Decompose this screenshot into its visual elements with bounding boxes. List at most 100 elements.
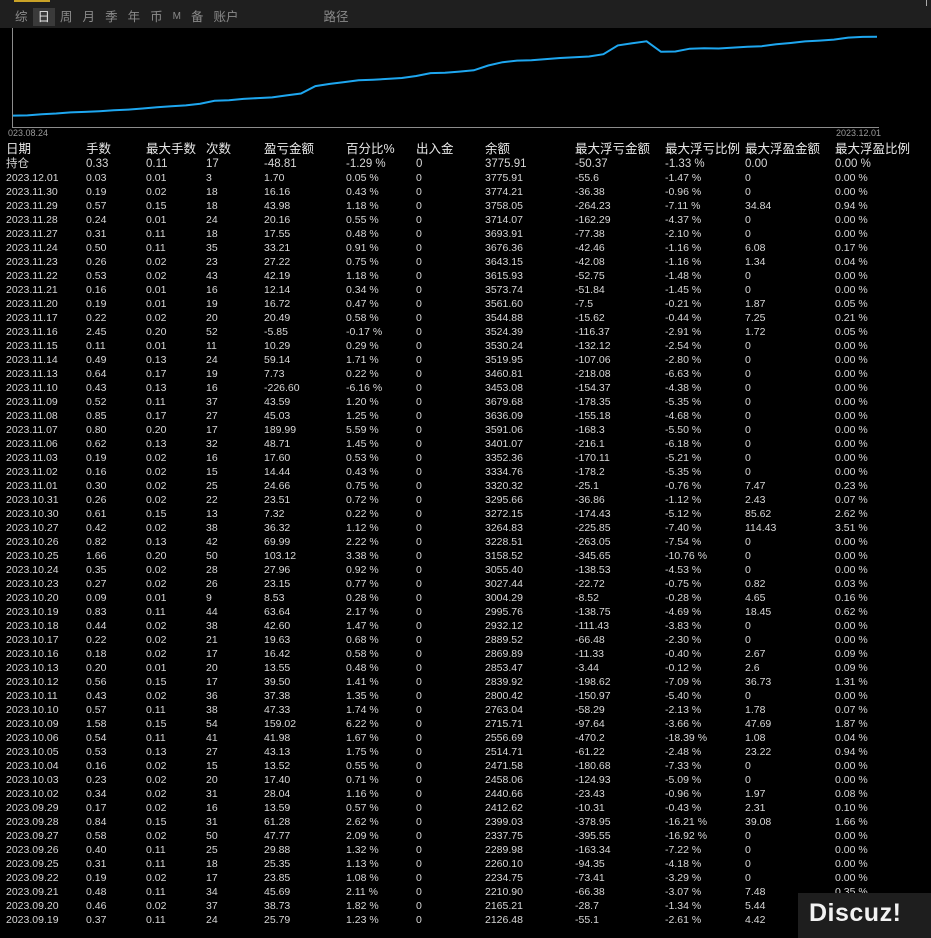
table-cell: 0.11 — [146, 914, 166, 926]
column-header[interactable]: 盈亏金额 — [264, 142, 315, 156]
table-row[interactable]: 2023.11.23 0.26 0.02 23 27.22 0.75 % 0 3643.15 -… — [0, 255, 931, 269]
table-cell: -162.29 — [575, 214, 611, 226]
table-row[interactable]: 2023.11.07 0.80 0.20 17 189.99 5.59 % 0 3591.06… — [0, 423, 931, 437]
table-row[interactable]: 2023.10.12 0.56 0.15 17 39.50 1.41 % 0 2839.92 -… — [0, 675, 931, 689]
tab-6[interactable]: 币 — [150, 10, 163, 24]
table-row[interactable]: 2023.11.27 0.31 0.11 18 17.55 0.48 % 0 3693.91 -… — [0, 227, 931, 241]
table-row[interactable]: 2023.09.27 0.58 0.02 50 47.77 2.09 % 0 2337.75 -… — [0, 829, 931, 843]
table-row[interactable]: 2023.10.20 0.09 0.01 9 8.53 0.28 % 0 3004.29 -8.… — [0, 591, 931, 605]
tab-7[interactable]: M — [172, 11, 181, 22]
table-row[interactable]: 2023.11.17 0.22 0.02 20 20.49 0.58 % 0 3544.88 -… — [0, 311, 931, 325]
table-cell: 1.71 % — [346, 354, 379, 366]
table-row[interactable]: 2023.10.11 0.43 0.02 36 37.38 1.35 % 0 2800.42 -… — [0, 689, 931, 703]
table-cell: 52 — [206, 326, 218, 338]
column-header[interactable]: 最大浮盈金额 — [745, 142, 821, 156]
table-row[interactable]: 2023.10.25 1.66 0.20 50 103.12 3.38 % 0 3158.52… — [0, 549, 931, 563]
table-row[interactable]: 2023.09.29 0.17 0.02 16 13.59 0.57 % 0 2412.62 -… — [0, 801, 931, 815]
table-row[interactable]: 2023.10.16 0.18 0.02 17 16.42 0.58 % 0 2869.89 -… — [0, 647, 931, 661]
table-row[interactable]: 2023.11.29 0.57 0.15 18 43.98 1.18 % 0 3758.05 -… — [0, 199, 931, 213]
tab-10[interactable]: 路径 — [323, 10, 349, 24]
tab-2[interactable]: 周 — [60, 10, 73, 24]
table-row[interactable]: 2023.10.31 0.26 0.02 22 23.51 0.72 % 0 3295.66 -… — [0, 493, 931, 507]
table-row[interactable]: 2023.10.04 0.16 0.02 15 13.52 0.55 % 0 2471.58 -… — [0, 759, 931, 773]
table-row[interactable]: 2023.11.28 0.24 0.01 24 20.16 0.55 % 0 3714.07 -… — [0, 213, 931, 227]
table-row[interactable]: 2023.10.18 0.44 0.02 38 42.60 1.47 % 0 2932.12 -… — [0, 619, 931, 633]
holding-row[interactable]: 持仓 0.33 0.11 17 -48.81 -1.29 % 0 3775.91 -50.37 -… — [0, 157, 931, 171]
column-header[interactable]: 出入金 — [416, 142, 454, 156]
table-cell: -0.21 % — [665, 298, 702, 310]
table-row[interactable]: 2023.11.16 2.45 0.20 52 -5.85 -0.17 % 0 3524.39… — [0, 325, 931, 339]
table-row[interactable]: 2023.10.30 0.61 0.15 13 7.32 0.22 % 0 3272.15 -1… — [0, 507, 931, 521]
table-row[interactable]: 2023.10.02 0.34 0.02 31 28.04 1.16 % 0 2440.66 -… — [0, 787, 931, 801]
table-cell: 0.20 — [146, 424, 167, 436]
table-cell: 17 — [206, 872, 218, 884]
table-row[interactable]: 2023.10.05 0.53 0.13 27 43.13 1.75 % 0 2514.71 -… — [0, 745, 931, 759]
table-row[interactable]: 2023.10.23 0.27 0.02 26 23.15 0.77 % 0 3027.44 -… — [0, 577, 931, 591]
table-row[interactable]: 2023.11.22 0.53 0.02 43 42.19 1.18 % 0 3615.93 -… — [0, 269, 931, 283]
table-row[interactable]: 2023.11.01 0.30 0.02 25 24.66 0.75 % 0 3320.32 -… — [0, 479, 931, 493]
table-row[interactable]: 2023.10.06 0.54 0.11 41 41.98 1.67 % 0 2556.69 -… — [0, 731, 931, 745]
table-row[interactable]: 2023.11.13 0.64 0.17 19 7.73 0.22 % 0 3460.81 -2… — [0, 367, 931, 381]
table-row[interactable]: 2023.11.20 0.19 0.01 19 16.72 0.47 % 0 3561.60 -… — [0, 297, 931, 311]
table-row[interactable]: 2023.10.17 0.22 0.02 21 19.63 0.68 % 0 2889.52 -… — [0, 633, 931, 647]
table-row[interactable]: 2023.09.28 0.84 0.15 31 61.28 2.62 % 0 2399.03 -… — [0, 815, 931, 829]
table-row[interactable]: 2023.10.13 0.20 0.01 20 13.55 0.48 % 0 2853.47 -… — [0, 661, 931, 675]
tab-0[interactable]: 综 — [15, 10, 28, 24]
tab-5[interactable]: 年 — [127, 10, 141, 24]
column-header[interactable]: 手数 — [86, 142, 112, 156]
table-cell: 18.45 — [745, 606, 772, 618]
table-row[interactable]: 2023.10.24 0.35 0.02 28 27.96 0.92 % 0 3055.40 -… — [0, 563, 931, 577]
table-row[interactable]: 2023.11.14 0.49 0.13 24 59.14 1.71 % 0 3519.95 -… — [0, 353, 931, 367]
table-cell: 2023.09.20 — [6, 900, 59, 912]
table-cell: 3615.93 — [485, 270, 523, 282]
table-row[interactable]: 2023.11.02 0.16 0.02 15 14.44 0.43 % 0 3334.76 -… — [0, 465, 931, 479]
tab-3[interactable]: 月 — [82, 10, 96, 24]
table-cell: 0 — [416, 690, 422, 702]
column-header[interactable]: 最大浮亏金额 — [575, 142, 651, 156]
table-cell: 3401.07 — [485, 438, 523, 450]
table-row[interactable]: 2023.09.21 0.48 0.11 34 45.69 2.11 % 0 2210.90 -… — [0, 885, 931, 899]
table-row[interactable]: 2023.11.09 0.52 0.11 37 43.59 1.20 % 0 3679.68 -… — [0, 395, 931, 409]
table-cell: 0.26 — [86, 494, 107, 506]
table-row[interactable]: 2023.10.10 0.57 0.11 38 47.33 1.74 % 0 2763.04 -… — [0, 703, 931, 717]
column-header[interactable]: 日期 — [6, 142, 32, 156]
table-row[interactable]: 2023.11.08 0.85 0.17 27 45.03 1.25 % 0 3636.09 -… — [0, 409, 931, 423]
table-cell: 17.40 — [264, 774, 291, 786]
table-row[interactable]: 2023.09.20 0.46 0.02 37 38.73 1.82 % 0 2165.21 -… — [0, 899, 931, 913]
table-row[interactable]: 2023.09.26 0.40 0.11 25 29.88 1.32 % 0 2289.98 -… — [0, 843, 931, 857]
tab-9[interactable]: 账户 — [213, 10, 239, 24]
table-row[interactable]: 2023.10.09 1.58 0.15 54 159.02 6.22 % 0 2715.71… — [0, 717, 931, 731]
table-cell: 0 — [745, 452, 751, 464]
table-cell: 0.05 % — [346, 172, 379, 184]
table-row[interactable]: 2023.12.01 0.03 0.01 3 1.70 0.05 % 0 3775.91 -55… — [0, 171, 931, 185]
column-header[interactable]: 最大浮亏比例 — [665, 142, 741, 156]
table-row[interactable]: 2023.11.24 0.50 0.11 35 33.21 0.91 % 0 3676.36 -… — [0, 241, 931, 255]
column-header[interactable]: 次数 — [206, 142, 232, 156]
table-row[interactable]: 2023.11.03 0.19 0.02 16 17.60 0.53 % 0 3352.36 -… — [0, 451, 931, 465]
table-row[interactable]: 2023.09.22 0.19 0.02 17 23.85 1.08 % 0 2234.75 -… — [0, 871, 931, 885]
tab-8[interactable]: 备 — [190, 10, 204, 24]
table-cell: 3.38 % — [346, 550, 379, 562]
tab-4[interactable]: 季 — [105, 10, 118, 24]
column-header[interactable]: 最大手数 — [146, 142, 197, 156]
table-row[interactable]: 2023.10.19 0.83 0.11 44 63.64 2.17 % 0 2995.76 -… — [0, 605, 931, 619]
column-header[interactable]: 百分比% — [346, 142, 395, 156]
table-cell: 0 — [416, 900, 422, 912]
table-cell: 0 — [416, 522, 422, 534]
table-row[interactable]: 2023.09.25 0.31 0.11 18 25.35 1.13 % 0 2260.10 -… — [0, 857, 931, 871]
tab-1[interactable]: 日 — [32, 8, 56, 26]
table-row[interactable]: 2023.11.21 0.16 0.01 16 12.14 0.34 % 0 3573.74 -… — [0, 283, 931, 297]
table-row[interactable]: 2023.09.19 0.37 0.11 24 25.79 1.23 % 0 2126.48 -… — [0, 913, 931, 927]
table-row[interactable]: 2023.10.26 0.82 0.13 42 69.99 2.22 % 0 3228.51 -… — [0, 535, 931, 549]
table-row[interactable]: 2023.10.03 0.23 0.02 20 17.40 0.71 % 0 2458.06 -… — [0, 773, 931, 787]
column-header[interactable]: 最大浮盈比例 — [835, 142, 911, 156]
table-row[interactable]: 2023.11.06 0.62 0.13 32 48.71 1.45 % 0 3401.07 -… — [0, 437, 931, 451]
table-cell: 2023.11.01 — [6, 480, 58, 492]
table-row[interactable]: 2023.10.27 0.42 0.02 38 36.32 1.12 % 0 3264.83 -… — [0, 521, 931, 535]
table-row[interactable]: 2023.11.30 0.19 0.02 18 16.16 0.43 % 0 3774.21 -… — [0, 185, 931, 199]
table-cell: 0.16 — [86, 466, 107, 478]
table-row[interactable]: 2023.11.10 0.43 0.13 16 -226.60 -6.16 % 0 3453.… — [0, 381, 931, 395]
table-row[interactable]: 2023.11.15 0.11 0.01 11 10.29 0.29 % 0 3530.24 -… — [0, 339, 931, 353]
column-header[interactable]: 余额 — [485, 142, 511, 156]
